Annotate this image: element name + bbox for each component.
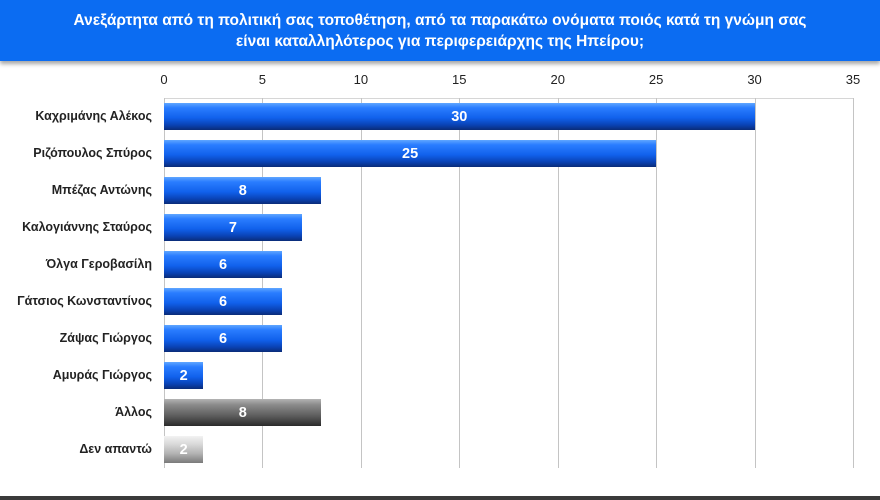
bar-value-label: 8 [238,182,247,199]
x-tick-label: 35 [845,72,861,87]
category-label: Άλλος [115,405,152,419]
x-tick-label: 10 [353,72,369,87]
plot-top-border [164,98,853,99]
bar-value-label: 7 [228,219,237,236]
bar: 6 [164,288,283,315]
gridline [262,98,264,468]
gridline [360,98,362,468]
bar: 2 [164,436,204,463]
bar: 2 [164,362,204,389]
bar-value-label: 2 [179,367,188,384]
bar: 8 [164,177,322,204]
category-label: Μπέζας Αντώνης [51,183,152,197]
bar-value-label: 6 [219,293,228,310]
category-label: Καχριμάνης Αλέκος [35,109,152,123]
bar: 30 [164,103,755,130]
bar: 6 [164,251,283,278]
bar: 25 [164,140,657,167]
category-label: Αμυράς Γιώργος [52,368,152,382]
x-tick-label: 20 [550,72,565,87]
gridline [853,98,854,468]
bar: 6 [164,325,283,352]
category-label: Γάτσιος Κωνσταντίνος [17,294,152,308]
category-label: Ζάψας Γιώργος [59,331,152,345]
bar-value-label: 2 [179,441,188,458]
bar: 8 [164,399,322,426]
x-tick-label: 15 [452,72,467,87]
bar-value-label: 25 [402,145,419,162]
footer-strip [0,496,880,500]
category-label: Ριζόπουλος Σπύρος [33,146,152,160]
plot-area [164,98,854,468]
gridline [459,98,461,468]
bar-value-label: 6 [219,256,228,273]
gridline [557,98,559,468]
bar: 7 [164,214,302,241]
x-tick-label: 30 [747,72,762,87]
bar-value-label: 30 [451,108,468,125]
category-label: Καλογιάννης Σταύρος [22,220,152,234]
x-tick-label: 0 [160,72,168,87]
bar-value-label: 8 [238,404,247,421]
chart-title-banner: Ανεξάρτητα από τη πολιτική σας τοποθέτησ… [0,0,880,61]
chart-title: Ανεξάρτητα από τη πολιτική σας τοποθέτησ… [73,11,807,50]
x-tick-label: 5 [258,72,267,87]
gridline [656,98,658,468]
bar-value-label: 6 [219,330,228,347]
category-label: Όλγα Γεροβασίλη [45,257,152,271]
category-label: Δεν απαντώ [79,442,152,456]
x-tick-label: 25 [648,72,664,87]
gridline [754,98,756,468]
y-axis-line [164,98,165,468]
